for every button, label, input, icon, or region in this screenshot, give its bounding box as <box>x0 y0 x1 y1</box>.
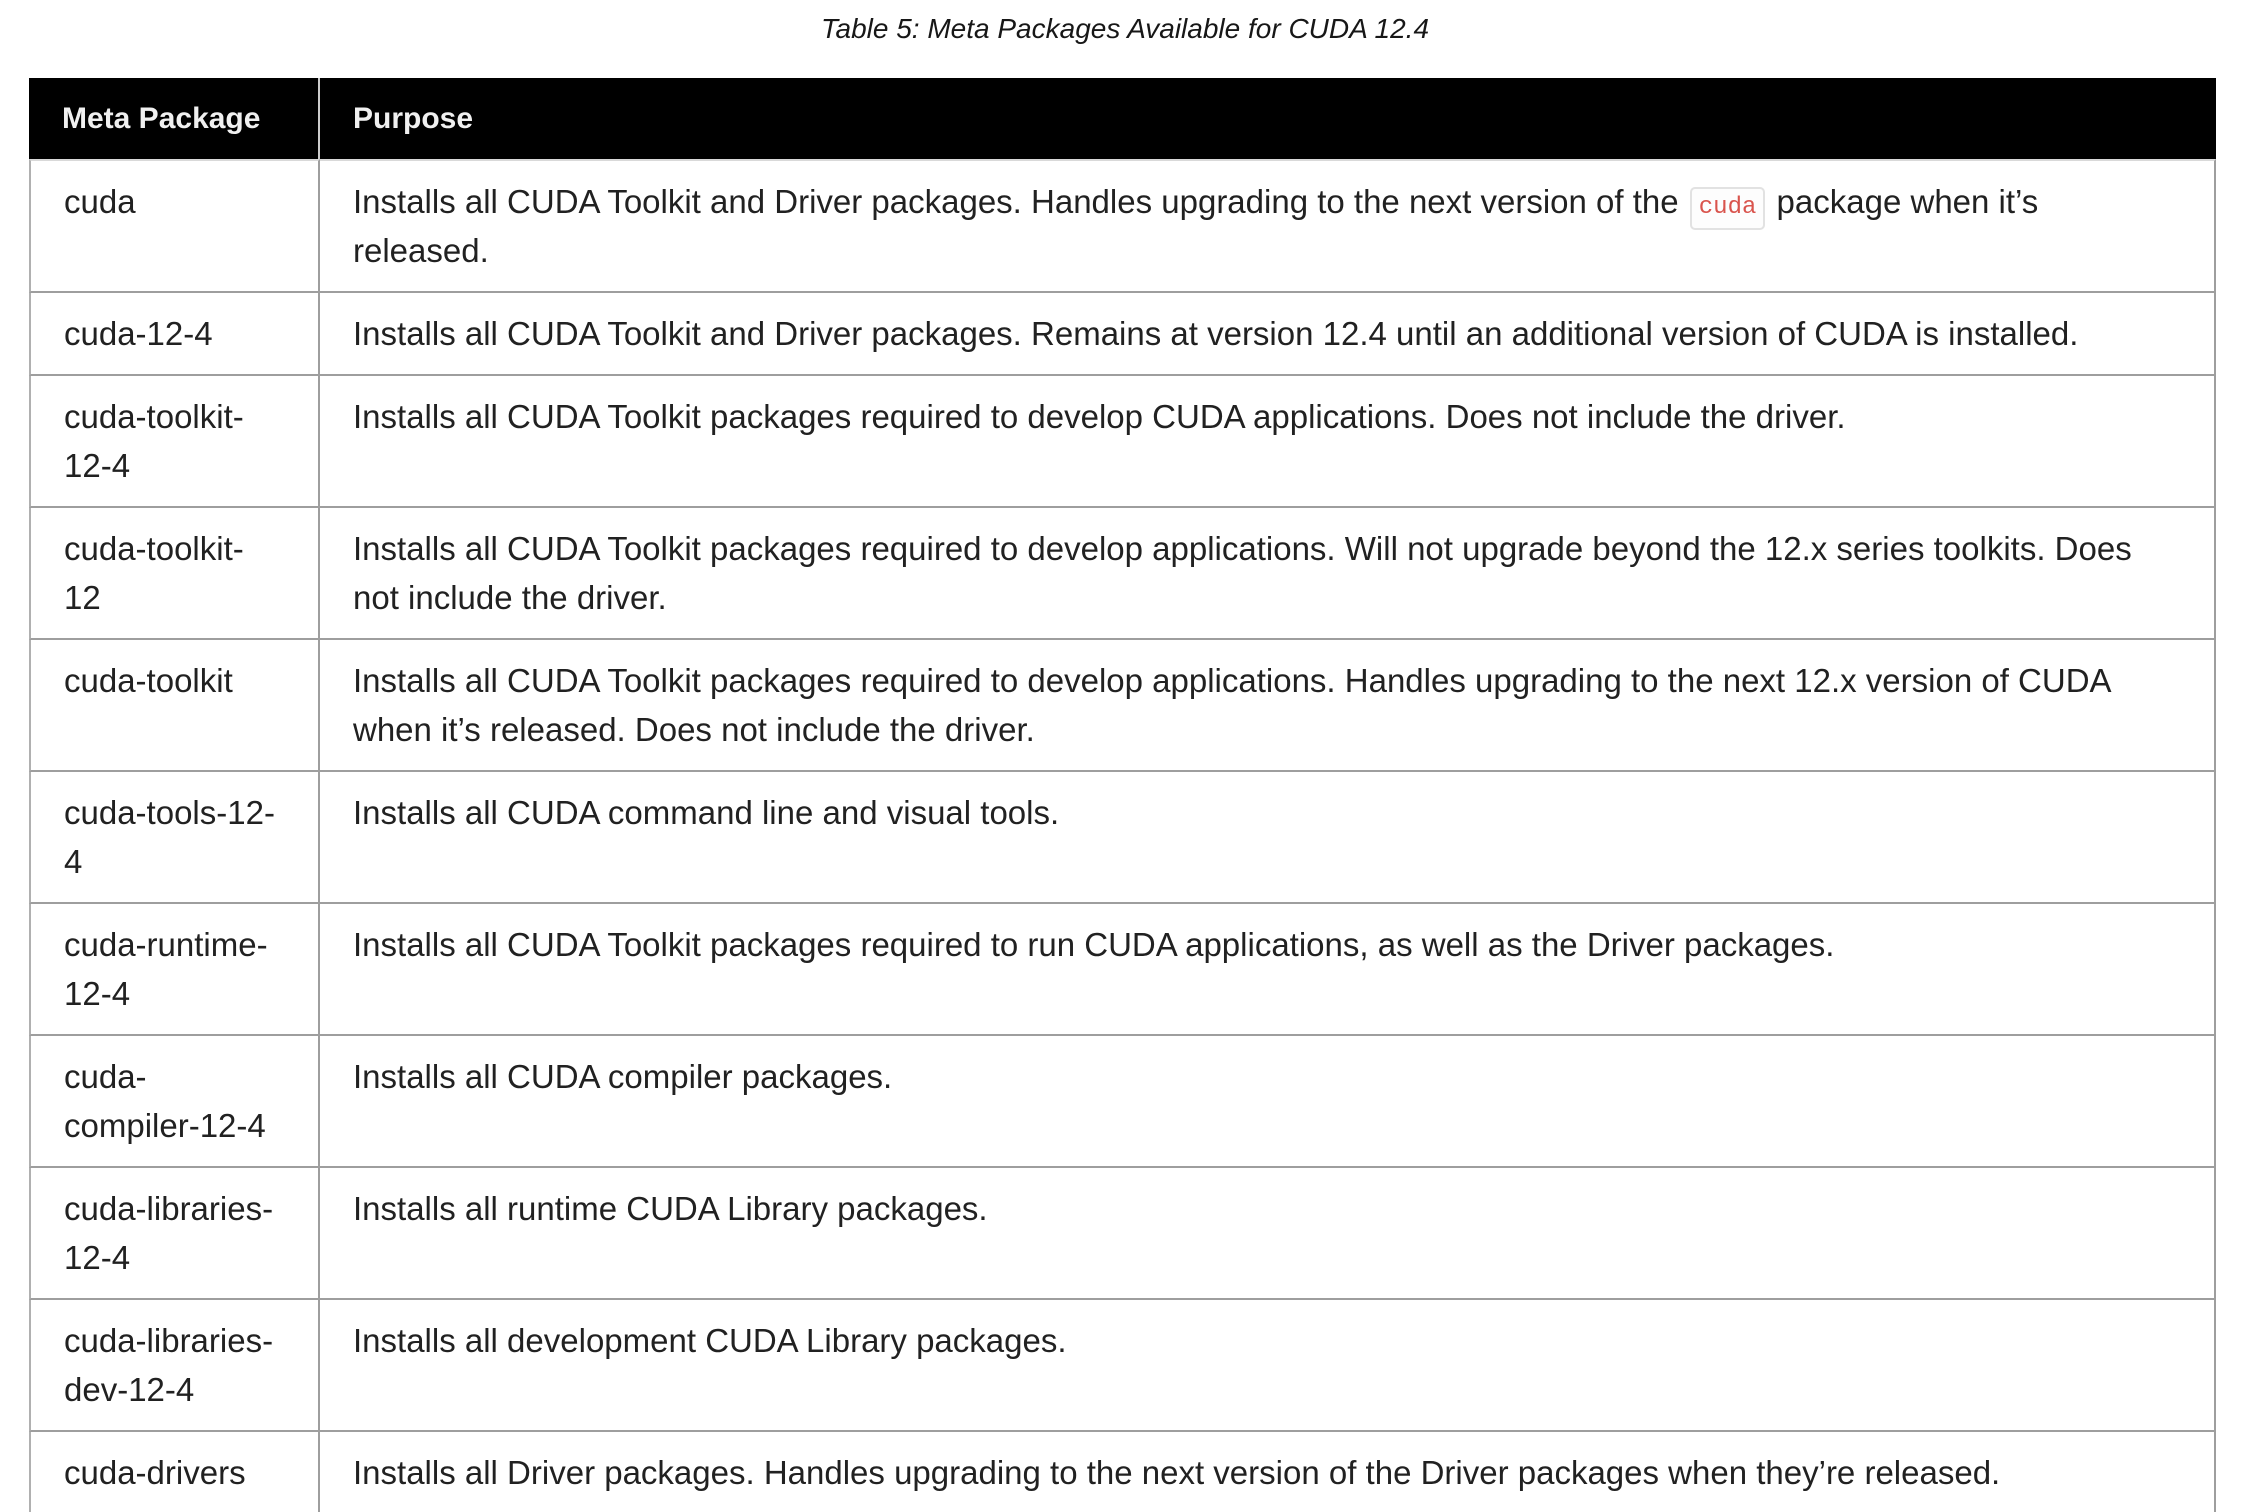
table-row: cuda-12-4 Installs all CUDA Toolkit and D… <box>29 293 2216 376</box>
meta-package-cell: cuda-tools-12-4 <box>29 772 320 904</box>
column-header-meta-package: Meta Package <box>29 78 320 159</box>
meta-package-cell: cuda-runtime-12-4 <box>29 904 320 1036</box>
table-row: cuda-tools-12-4 Installs all CUDA command… <box>29 772 2216 904</box>
purpose-text: Installs all CUDA Toolkit and Driver pac… <box>353 183 1688 220</box>
purpose-text: Installs all CUDA Toolkit packages requi… <box>353 530 2132 616</box>
purpose-text: Installs all runtime CUDA Library packag… <box>353 1190 988 1227</box>
table-row: cuda-toolkit Installs all CUDA Toolkit pa… <box>29 640 2216 772</box>
purpose-cell: Installs all CUDA Toolkit and Driver pac… <box>320 293 2216 376</box>
table-row: cuda-libraries-12-4 Installs all runtime … <box>29 1168 2216 1300</box>
meta-package-cell: cuda-toolkit-12-4 <box>29 376 320 508</box>
purpose-text: Installs all CUDA Toolkit packages requi… <box>353 662 2110 748</box>
table-caption: Table 5: Meta Packages Available for CUD… <box>820 13 1430 44</box>
purpose-cell: Installs all Driver packages. Handles up… <box>320 1432 2216 1512</box>
purpose-cell: Installs all runtime CUDA Library packag… <box>320 1168 2216 1300</box>
meta-package-cell: cuda-libraries-12-4 <box>29 1168 320 1300</box>
table-row: cuda-toolkit-12 Installs all CUDA Toolkit… <box>29 508 2216 640</box>
purpose-cell: Installs all CUDA Toolkit packages requi… <box>320 904 2216 1036</box>
table-row: cuda Installs all CUDA Toolkit and Driver… <box>29 159 2216 293</box>
table-body: cuda Installs all CUDA Toolkit and Driver… <box>29 159 2216 1512</box>
table-row: cuda-compiler-12-4 Installs all CUDA comp… <box>29 1036 2216 1168</box>
table-row: cuda-toolkit-12-4 Installs all CUDA Toolk… <box>29 376 2216 508</box>
purpose-cell: Installs all CUDA Toolkit and Driver pac… <box>320 159 2216 293</box>
purpose-cell: Installs all CUDA Toolkit packages requi… <box>320 508 2216 640</box>
table-row: cuda-drivers Installs all Driver packages… <box>29 1432 2216 1512</box>
meta-package-cell: cuda <box>29 159 320 293</box>
table-row: cuda-libraries-dev-12-4 Installs all deve… <box>29 1300 2216 1432</box>
meta-package-cell: cuda-compiler-12-4 <box>29 1036 320 1168</box>
meta-package-cell: cuda-toolkit-12 <box>29 508 320 640</box>
purpose-cell: Installs all CUDA Toolkit packages requi… <box>320 376 2216 508</box>
purpose-text: Installs all CUDA Toolkit packages requi… <box>353 926 1835 963</box>
meta-packages-table: Meta Package Purpose cuda Installs all CU… <box>29 78 2216 1512</box>
purpose-text: Installs all Driver packages. Handles up… <box>353 1454 2001 1491</box>
purpose-cell: Installs all CUDA Toolkit packages requi… <box>320 640 2216 772</box>
purpose-text: Installs all CUDA Toolkit and Driver pac… <box>353 315 2079 352</box>
inline-code: cuda <box>1689 187 1766 230</box>
purpose-cell: Installs all development CUDA Library pa… <box>320 1300 2216 1432</box>
column-header-purpose: Purpose <box>320 78 2216 159</box>
purpose-text: Installs all CUDA Toolkit packages requi… <box>353 398 1846 435</box>
meta-package-cell: cuda-drivers <box>29 1432 320 1512</box>
meta-package-cell: cuda-12-4 <box>29 293 320 376</box>
purpose-text: Installs all CUDA compiler packages. <box>353 1058 893 1095</box>
purpose-text: package when it’s released. <box>353 183 2039 269</box>
purpose-cell: Installs all CUDA command line and visua… <box>320 772 2216 904</box>
purpose-cell: Installs all CUDA compiler packages. <box>320 1036 2216 1168</box>
purpose-text: Installs all development CUDA Library pa… <box>353 1322 1067 1359</box>
table-row: cuda-runtime-12-4 Installs all CUDA Toolk… <box>29 904 2216 1036</box>
meta-package-cell: cuda-libraries-dev-12-4 <box>29 1300 320 1432</box>
meta-package-cell: cuda-toolkit <box>29 640 320 772</box>
purpose-text: Installs all CUDA command line and visua… <box>353 794 1060 831</box>
header-row: Meta Package Purpose <box>29 78 2216 159</box>
